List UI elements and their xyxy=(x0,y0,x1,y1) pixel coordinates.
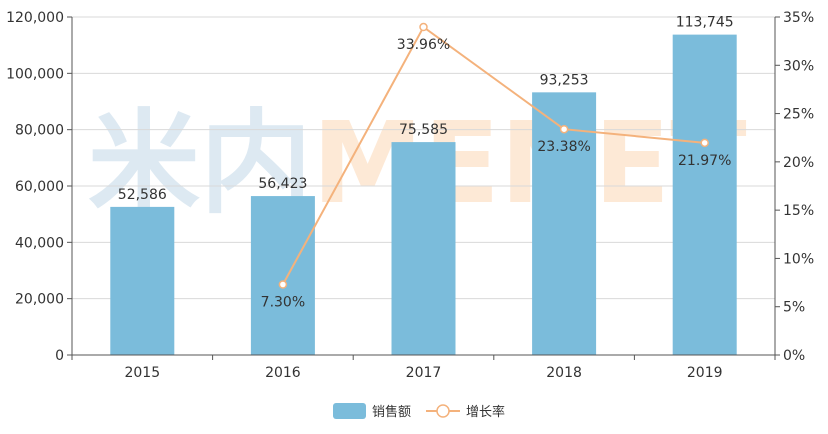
bar xyxy=(672,34,737,355)
y-left-tick-label: 80,000 xyxy=(15,123,64,139)
bar-series-sales xyxy=(110,34,737,355)
line-series-growth xyxy=(278,22,709,289)
x-tick-label: 2019 xyxy=(687,365,723,381)
y-right-tick-label: 35% xyxy=(783,10,814,26)
growth-value-label: 33.96% xyxy=(397,37,450,53)
legend-swatch-sales xyxy=(333,403,366,419)
y-right-tick-label: 25% xyxy=(783,107,814,123)
growth-line xyxy=(282,25,705,285)
y-right-tick-label: 0% xyxy=(783,348,805,364)
y-right-tick-label: 15% xyxy=(783,203,814,219)
y-left-tick-label: 20,000 xyxy=(15,292,64,308)
y-left-tick-label: 120,000 xyxy=(6,10,64,26)
y-left-tick-label: 0 xyxy=(55,348,64,364)
y-right-tick-label: 30% xyxy=(783,58,814,74)
bar-value-label: 52,586 xyxy=(118,187,167,203)
growth-point xyxy=(700,138,709,148)
growth-value-label: 7.30% xyxy=(261,295,305,311)
growth-value-label: 23.38% xyxy=(537,139,590,155)
axes: 0 20,000 40,000 60,000 80,000 100,000 120,000 0… xyxy=(6,10,814,381)
x-tick-label: 2018 xyxy=(546,365,582,381)
data-labels: 52,586 56,423 75,585 93,253 113,745 7.30% 33.9… xyxy=(118,15,734,311)
growth-point xyxy=(559,124,569,134)
y-left-tick-label: 60,000 xyxy=(15,179,64,195)
bar xyxy=(391,142,456,355)
y-left-tick-label: 100,000 xyxy=(6,66,64,82)
y-right-tick-label: 10% xyxy=(783,251,814,267)
x-tick-label: 2015 xyxy=(124,365,160,381)
bar-value-label: 93,253 xyxy=(540,72,589,88)
y-right-tick-label: 20% xyxy=(783,155,814,171)
bar xyxy=(532,92,597,355)
legend-marker-growth xyxy=(436,404,450,418)
x-tick-label: 2016 xyxy=(265,365,301,381)
bar-value-label: 113,745 xyxy=(676,15,734,31)
bar xyxy=(110,206,175,355)
y-right-tick-label: 5% xyxy=(783,300,805,316)
x-tick-label: 2017 xyxy=(406,365,442,381)
legend[interactable]: 销售额 增长率 xyxy=(333,403,505,420)
legend-label-growth: 增长率 xyxy=(466,404,505,420)
growth-point xyxy=(419,22,428,32)
growth-value-label: 21.97% xyxy=(678,153,731,169)
legend-label-sales: 销售额 xyxy=(372,404,411,420)
bar-value-label: 75,585 xyxy=(399,122,448,138)
y-left-tick-label: 40,000 xyxy=(15,235,64,251)
bar-value-label: 56,423 xyxy=(258,176,307,192)
bar xyxy=(250,196,315,355)
growth-point xyxy=(278,280,288,289)
